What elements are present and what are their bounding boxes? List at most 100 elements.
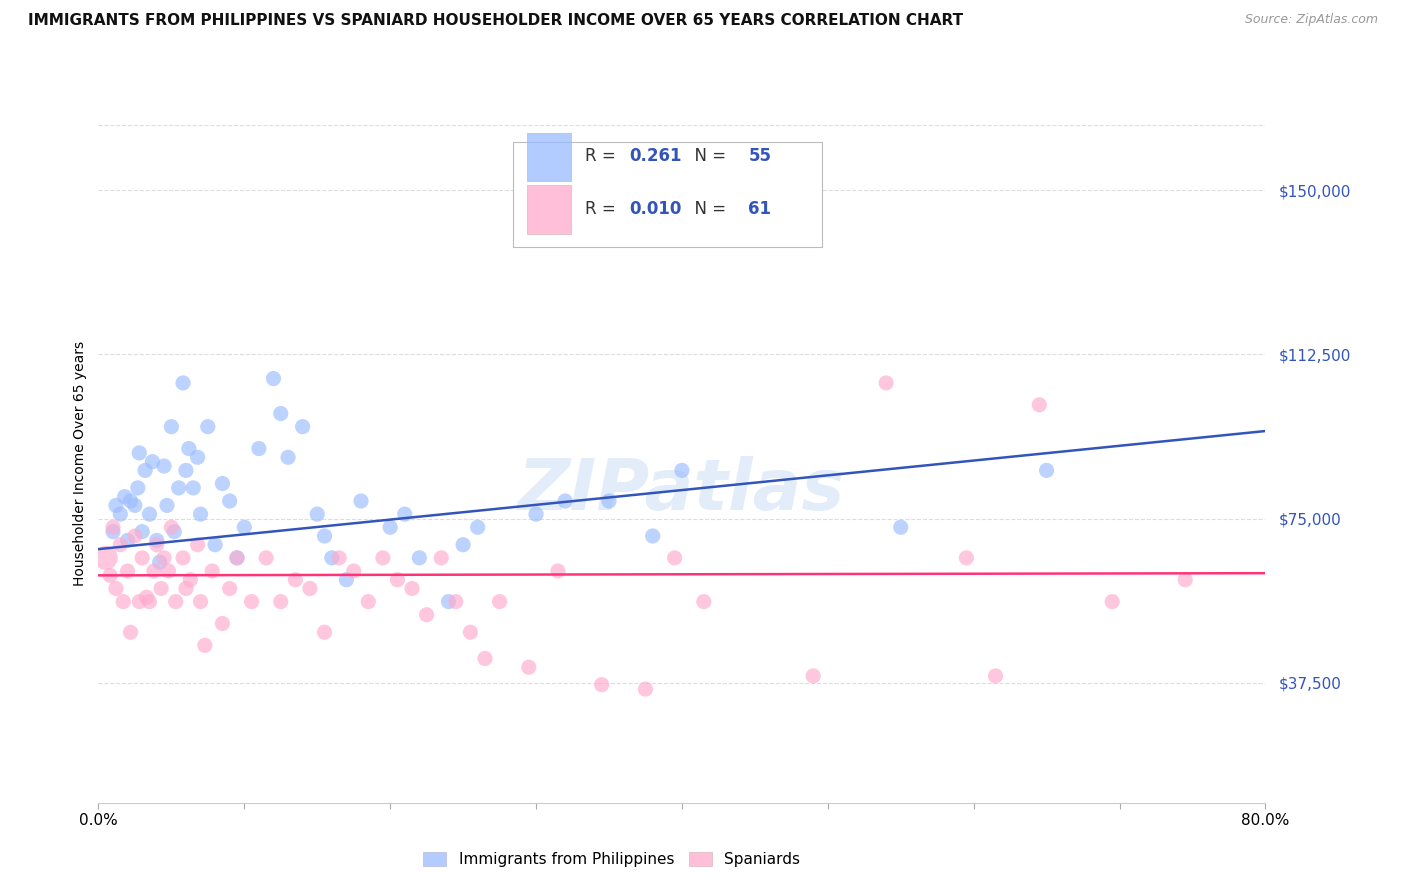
- Text: ZIPatlas: ZIPatlas: [519, 457, 845, 525]
- Point: [408, 550, 430, 565]
- Point: [174, 582, 197, 596]
- Point: [179, 573, 201, 587]
- Point: [598, 494, 620, 508]
- Point: [167, 481, 190, 495]
- Point: [240, 594, 263, 608]
- Point: [160, 419, 183, 434]
- Point: [110, 538, 132, 552]
- Text: Source: ZipAtlas.com: Source: ZipAtlas.com: [1244, 13, 1378, 27]
- Point: [101, 520, 124, 534]
- Point: [394, 507, 416, 521]
- Point: [1101, 594, 1123, 608]
- FancyBboxPatch shape: [527, 133, 571, 181]
- Point: [142, 564, 165, 578]
- Point: [226, 550, 249, 565]
- Text: R =: R =: [585, 200, 621, 218]
- Point: [371, 550, 394, 565]
- Point: [415, 607, 437, 622]
- FancyBboxPatch shape: [527, 186, 571, 234]
- Point: [149, 555, 172, 569]
- Point: [247, 442, 270, 456]
- Point: [401, 582, 423, 596]
- Point: [153, 458, 176, 473]
- Point: [335, 573, 357, 587]
- Point: [875, 376, 897, 390]
- Point: [378, 520, 402, 534]
- Point: [104, 582, 127, 596]
- Point: [350, 494, 373, 508]
- Point: [693, 594, 716, 608]
- Point: [437, 594, 460, 608]
- Text: IMMIGRANTS FROM PHILIPPINES VS SPANIARD HOUSEHOLDER INCOME OVER 65 YEARS CORRELA: IMMIGRANTS FROM PHILIPPINES VS SPANIARD …: [28, 13, 963, 29]
- Point: [157, 564, 180, 578]
- Text: 55: 55: [748, 147, 772, 165]
- Point: [254, 550, 277, 565]
- Point: [641, 529, 664, 543]
- Point: [112, 594, 135, 608]
- Text: N =: N =: [685, 200, 731, 218]
- Point: [591, 678, 613, 692]
- Point: [226, 550, 249, 565]
- Point: [284, 573, 307, 587]
- Point: [197, 419, 219, 434]
- Point: [131, 550, 153, 565]
- Legend: Immigrants from Philippines, Spaniards: Immigrants from Philippines, Spaniards: [418, 846, 807, 873]
- Point: [262, 371, 284, 385]
- Point: [321, 550, 343, 565]
- Point: [517, 660, 540, 674]
- Point: [138, 594, 160, 608]
- Point: [153, 550, 176, 565]
- Point: [174, 463, 197, 477]
- Point: [117, 533, 139, 548]
- Text: N =: N =: [685, 147, 731, 165]
- Point: [524, 507, 547, 521]
- Point: [163, 524, 186, 539]
- Point: [218, 582, 240, 596]
- Point: [298, 582, 321, 596]
- Point: [172, 550, 194, 565]
- Point: [120, 494, 142, 508]
- Point: [467, 520, 489, 534]
- Point: [671, 463, 693, 477]
- Point: [211, 476, 233, 491]
- Point: [343, 564, 366, 578]
- Point: [138, 507, 160, 521]
- Point: [187, 538, 209, 552]
- Point: [194, 638, 217, 652]
- Point: [187, 450, 209, 465]
- Text: 61: 61: [748, 200, 772, 218]
- Point: [444, 594, 467, 608]
- Point: [204, 538, 226, 552]
- Point: [128, 446, 150, 460]
- Point: [150, 582, 173, 596]
- Point: [314, 625, 336, 640]
- Point: [218, 494, 240, 508]
- Point: [1028, 398, 1050, 412]
- Point: [291, 419, 314, 434]
- Point: [314, 529, 336, 543]
- Point: [430, 550, 453, 565]
- Point: [984, 669, 1007, 683]
- Point: [307, 507, 329, 521]
- Point: [1035, 463, 1057, 477]
- Point: [270, 407, 292, 421]
- Point: [201, 564, 224, 578]
- Point: [634, 682, 657, 697]
- Text: R =: R =: [585, 147, 621, 165]
- Point: [488, 594, 510, 608]
- Point: [1174, 573, 1197, 587]
- Point: [181, 481, 204, 495]
- Point: [190, 507, 212, 521]
- Point: [474, 651, 496, 665]
- Point: [124, 499, 146, 513]
- Point: [328, 550, 350, 565]
- Point: [131, 524, 153, 539]
- Point: [160, 520, 183, 534]
- Point: [460, 625, 482, 640]
- Point: [357, 594, 380, 608]
- Point: [101, 524, 124, 539]
- Point: [146, 538, 169, 552]
- Point: [134, 463, 156, 477]
- Text: 0.010: 0.010: [630, 200, 682, 218]
- Point: [124, 529, 146, 543]
